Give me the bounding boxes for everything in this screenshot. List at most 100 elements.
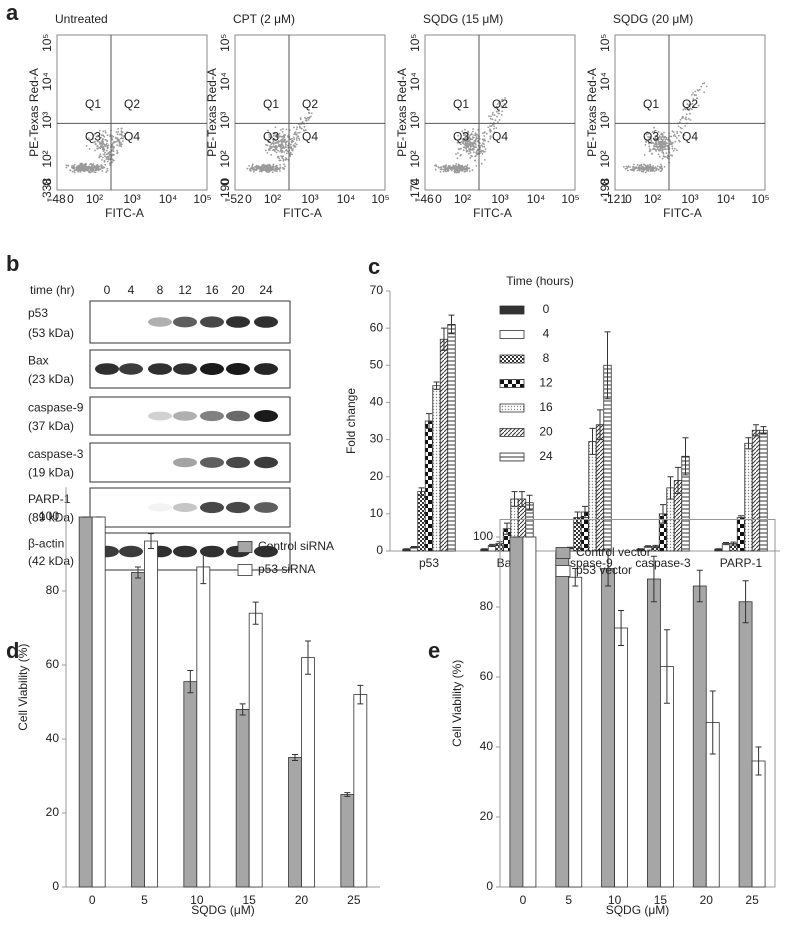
event-dot xyxy=(650,141,653,144)
event-dot xyxy=(281,131,284,133)
bar xyxy=(78,516,93,888)
event-dot xyxy=(79,170,82,173)
error-bar xyxy=(709,690,716,755)
event-dot xyxy=(684,125,686,127)
bar xyxy=(647,578,661,888)
event-dot xyxy=(693,94,696,96)
event-dot xyxy=(118,144,121,147)
event-dot xyxy=(272,145,275,148)
event-dot xyxy=(292,148,294,150)
event-dot xyxy=(291,149,294,152)
x-tick-label: 10³ xyxy=(301,192,318,206)
event-dot xyxy=(295,139,298,141)
event-dot xyxy=(697,104,700,107)
event-dot xyxy=(284,165,286,168)
event-dot xyxy=(487,126,490,129)
event-dot xyxy=(664,155,667,158)
bar xyxy=(447,324,456,552)
event-dot xyxy=(101,167,104,169)
event-dot xyxy=(272,149,275,151)
event-dot xyxy=(465,147,468,150)
y-tick-label: -338 xyxy=(40,178,54,202)
event-dot xyxy=(479,148,481,151)
event-dot xyxy=(282,128,284,130)
event-dot xyxy=(100,164,103,167)
event-dot xyxy=(623,166,625,168)
event-dot xyxy=(102,147,105,150)
event-dot xyxy=(449,165,451,168)
event-dot xyxy=(487,140,490,143)
event-dot xyxy=(491,124,494,126)
plot-title: SQDG (15 μM) xyxy=(423,12,503,26)
y-tick-label: 10² xyxy=(218,150,232,167)
event-dot xyxy=(283,167,286,170)
event-dot xyxy=(275,166,278,169)
event-dot xyxy=(468,137,471,139)
event-dot xyxy=(442,170,445,173)
event-dot xyxy=(472,128,474,130)
event-dot xyxy=(466,164,469,167)
x-tick-label: -121 xyxy=(603,192,627,206)
event-dot xyxy=(663,155,665,158)
event-dot xyxy=(671,145,674,148)
quadrant-label: Q1 xyxy=(263,97,279,111)
event-dot xyxy=(438,166,440,169)
event-dot xyxy=(670,135,673,138)
y-tick-label: 20 xyxy=(370,469,384,483)
event-dot xyxy=(105,171,108,174)
event-dot xyxy=(660,163,662,166)
event-dot xyxy=(481,138,484,141)
event-dot xyxy=(645,166,648,169)
event-dot xyxy=(468,170,471,173)
error-bar xyxy=(715,548,722,551)
event-dot xyxy=(691,108,693,111)
x-tick-label: 0 xyxy=(245,192,252,206)
error-bar xyxy=(526,494,533,511)
event-dot xyxy=(277,149,279,152)
event-dot xyxy=(461,138,464,141)
error-bar xyxy=(755,746,762,776)
event-dot xyxy=(271,138,274,141)
event-dot xyxy=(266,170,269,173)
event-dot xyxy=(647,132,650,135)
y-tick-label: -198 xyxy=(598,178,612,202)
event-dot xyxy=(434,164,436,167)
event-dot xyxy=(489,131,492,133)
event-dot xyxy=(305,117,308,120)
event-dot xyxy=(102,130,105,133)
event-dot xyxy=(106,140,109,143)
event-dot xyxy=(279,170,281,172)
y-tick-label: 0 xyxy=(486,879,493,893)
legend-label: 16 xyxy=(539,400,553,414)
event-dot xyxy=(684,118,687,120)
event-dot xyxy=(464,141,467,144)
event-dot xyxy=(111,143,114,146)
event-dot xyxy=(284,159,287,161)
event-dot xyxy=(481,144,483,147)
event-dot xyxy=(661,157,664,160)
event-dot xyxy=(469,151,472,154)
event-dot xyxy=(504,105,507,107)
y-tick-label: 30 xyxy=(370,432,384,446)
event-dot xyxy=(264,165,267,168)
bar xyxy=(736,517,746,552)
event-dot xyxy=(286,140,289,143)
panel-label: e xyxy=(428,638,440,663)
event-dot xyxy=(660,136,663,139)
band xyxy=(148,411,172,421)
y-tick-label: 80 xyxy=(480,599,494,613)
event-dot xyxy=(635,167,638,169)
x-tick-label: caspase-3 xyxy=(635,556,691,570)
event-dot xyxy=(637,167,640,170)
event-dot xyxy=(306,116,309,119)
event-dot xyxy=(653,139,656,142)
event-dot xyxy=(280,155,283,158)
error-bar xyxy=(618,610,625,646)
event-dot xyxy=(666,156,669,159)
event-dot xyxy=(303,129,305,132)
event-dot xyxy=(475,143,477,146)
event-dot xyxy=(703,82,706,85)
event-dot xyxy=(690,103,692,106)
event-dot xyxy=(71,165,73,167)
